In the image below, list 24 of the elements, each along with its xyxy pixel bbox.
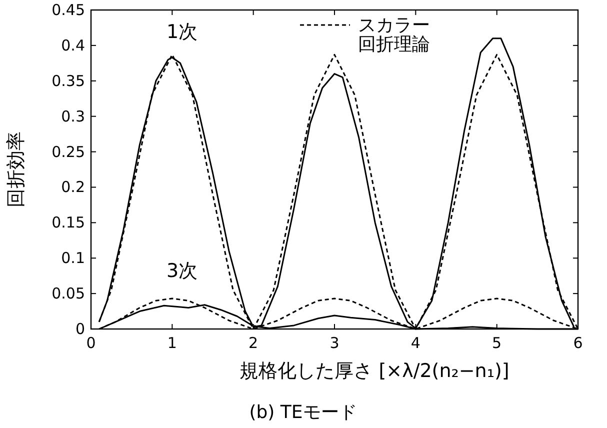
y-tick-label: 0.2 xyxy=(61,178,85,196)
x-tick-label: 0 xyxy=(86,334,96,352)
y-axis-title: 回折効率 xyxy=(5,132,27,208)
annotation: 1次 xyxy=(166,21,198,43)
y-tick-label: 0 xyxy=(75,320,85,338)
y-tick-label: 0.4 xyxy=(61,36,85,54)
y-tick-label: 0.35 xyxy=(52,72,85,90)
x-tick-label: 6 xyxy=(573,334,583,352)
x-tick-label: 1 xyxy=(167,334,177,352)
annotation: 3次 xyxy=(166,260,198,282)
y-tick-label: 0.05 xyxy=(52,284,85,303)
y-tick-label: 0.15 xyxy=(52,214,85,232)
text: (b) TEモード xyxy=(249,402,357,423)
x-axis-title: 規格化した厚さ [×λ/2(n₂−n₁)] xyxy=(240,360,510,382)
y-tick-label: 0.25 xyxy=(52,142,85,161)
x-tick-label: 2 xyxy=(248,334,258,352)
x-tick-label: 5 xyxy=(492,334,502,352)
y-tick-label: 0.45 xyxy=(52,1,85,19)
legend-label: スカラー回折理論 xyxy=(358,15,430,55)
y-tick-label: 0.1 xyxy=(61,249,85,268)
legend: スカラー回折理論 xyxy=(300,15,430,55)
x-tick-label: 3 xyxy=(330,334,340,352)
x-tick-label: 4 xyxy=(410,334,420,352)
y-tick-label: 0.3 xyxy=(61,107,85,126)
